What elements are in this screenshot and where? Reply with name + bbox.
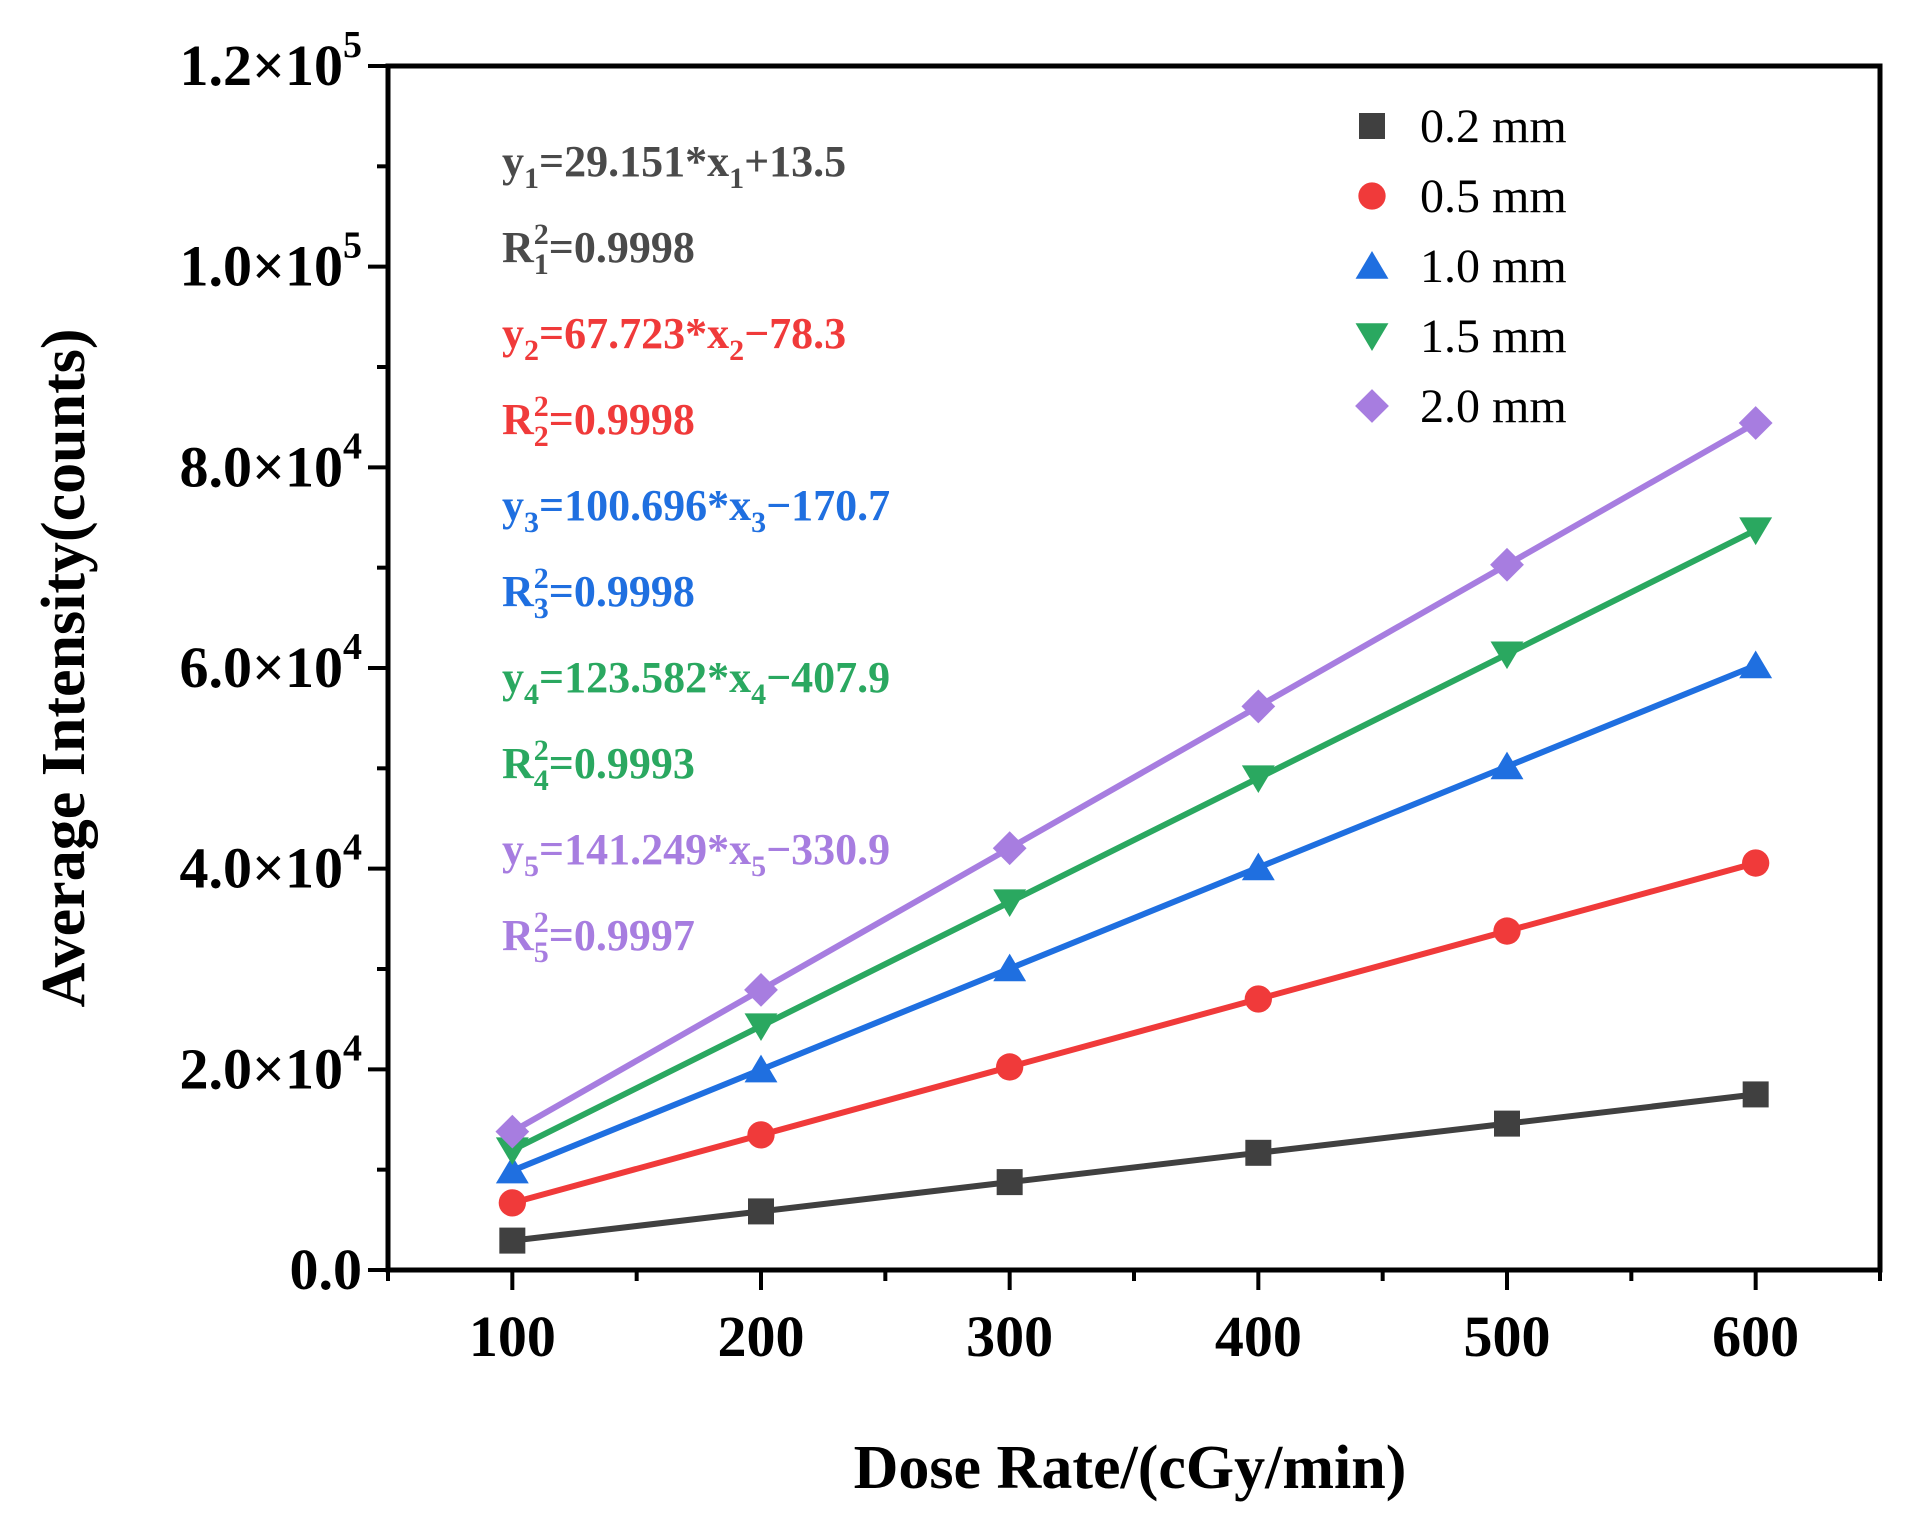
- data-point: [1244, 985, 1272, 1013]
- legend-label: 0.5 mm: [1420, 170, 1567, 223]
- series-0-5-mm: [498, 849, 1770, 1217]
- series-line: [511, 860, 1757, 1206]
- y-axis-label: Average Intensity(counts): [30, 328, 98, 1007]
- legend-item: 1.0 mm: [1355, 240, 1567, 293]
- data-point: [996, 1169, 1023, 1196]
- fit-r-squared: R2 3=0.9998: [502, 562, 695, 625]
- y-tick-label: 1.0×105: [179, 225, 362, 299]
- data-point: [993, 953, 1027, 982]
- data-point: [996, 1053, 1024, 1081]
- y-tick-label: 0.0: [290, 1237, 363, 1302]
- x-tick-label: 200: [718, 1304, 805, 1369]
- data-point: [747, 1121, 775, 1149]
- data-point: [1241, 765, 1275, 794]
- data-point: [993, 889, 1027, 918]
- data-point: [1241, 689, 1276, 724]
- data-point: [1245, 1139, 1272, 1166]
- data-point: [1738, 406, 1773, 440]
- series-layer: [495, 406, 1773, 1254]
- series-line: [510, 527, 1758, 1153]
- data-point: [992, 831, 1027, 866]
- data-point: [748, 1198, 774, 1225]
- legend-item: 1.5 mm: [1355, 310, 1567, 363]
- data-point: [744, 1013, 778, 1042]
- legend-item: 2.0 mm: [1355, 380, 1567, 433]
- data-point: [1494, 1110, 1520, 1137]
- legend-label: 1.0 mm: [1420, 240, 1567, 293]
- data-point: [1739, 517, 1773, 546]
- data-point: [744, 1054, 778, 1083]
- y-tick-label: 4.0×104: [179, 827, 362, 901]
- legend-marker: [1358, 182, 1386, 210]
- data-point: [1490, 751, 1524, 780]
- legend-marker: [1355, 323, 1389, 351]
- data-point: [495, 1114, 530, 1149]
- y-tick-label: 8.0×104: [179, 425, 362, 499]
- series-1-5-mm: [495, 517, 1773, 1166]
- legend-marker: [1355, 251, 1389, 279]
- fit-equation: y1=29.151*x1+13.5: [502, 137, 846, 195]
- data-point: [1739, 650, 1773, 679]
- legend-marker: [1355, 389, 1389, 423]
- data-point: [1490, 547, 1524, 582]
- data-point: [1742, 1081, 1769, 1108]
- fit-r-squared: R2 1=0.9998: [502, 218, 695, 281]
- legend: 0.2 mm 0.5 mm 1.0 mm 1.5 mm 2.0 mm: [1355, 100, 1567, 433]
- y-tick-labels: 0.0 2.0×104 4.0×104 6.0×104 8.0×104 1.0×105 1.…: [179, 24, 362, 1302]
- x-tick-label: 300: [966, 1304, 1053, 1369]
- series-0-2-mm: [499, 1081, 1769, 1254]
- data-point: [498, 1189, 526, 1217]
- data-point: [744, 972, 778, 1007]
- data-point: [1241, 852, 1275, 881]
- data-point: [1490, 641, 1524, 670]
- axis-ticks: [368, 64, 1882, 1290]
- x-tick-labels: 100 200 300 400 500 600: [469, 1304, 1799, 1369]
- data-point: [1493, 917, 1521, 945]
- x-tick-label: 500: [1464, 1304, 1551, 1369]
- fit-equation: y3=100.696*x3−170.7: [502, 481, 890, 539]
- fit-equation: y4=123.582*x4−407.9: [502, 653, 890, 711]
- fit-equation: y2=67.723*x2−78.3: [502, 309, 846, 367]
- data-point: [499, 1227, 526, 1254]
- series-1-0-mm: [495, 650, 1773, 1184]
- series-line: [510, 420, 1758, 1135]
- legend-label: 1.5 mm: [1420, 310, 1567, 363]
- x-tick-label: 600: [1712, 1304, 1799, 1369]
- fit-r-squared: R2 2=0.9998: [502, 390, 695, 453]
- fit-r-squared: R2 4=0.9993: [502, 734, 695, 797]
- legend-label: 2.0 mm: [1420, 380, 1567, 433]
- y-tick-label: 1.2×105: [179, 24, 362, 98]
- series-line: [511, 1091, 1757, 1244]
- data-point: [495, 1155, 529, 1184]
- legend-label: 0.2 mm: [1420, 100, 1567, 153]
- series-line: [511, 662, 1757, 1174]
- y-tick-label: 6.0×104: [179, 626, 362, 700]
- legend-marker: [1359, 113, 1385, 139]
- x-axis-label: Dose Rate/(cGy/min): [854, 1434, 1407, 1502]
- y-tick-label: 2.0×104: [179, 1027, 362, 1101]
- data-point: [1742, 849, 1770, 877]
- legend-item: 0.2 mm: [1359, 100, 1567, 153]
- fit-equation: y5=141.249*x5−330.9: [502, 825, 890, 883]
- legend-item: 0.5 mm: [1358, 170, 1567, 223]
- fit-annotations: y1=29.151*x1+13.5 R2 1=0.9998 y2=67.723*x2−…: [502, 137, 890, 969]
- data-point: [495, 1137, 529, 1166]
- series-2-0-mm: [495, 406, 1773, 1149]
- x-tick-label: 100: [469, 1304, 556, 1369]
- fit-r-squared: R2 5=0.9997: [502, 906, 695, 969]
- x-tick-label: 400: [1215, 1304, 1302, 1369]
